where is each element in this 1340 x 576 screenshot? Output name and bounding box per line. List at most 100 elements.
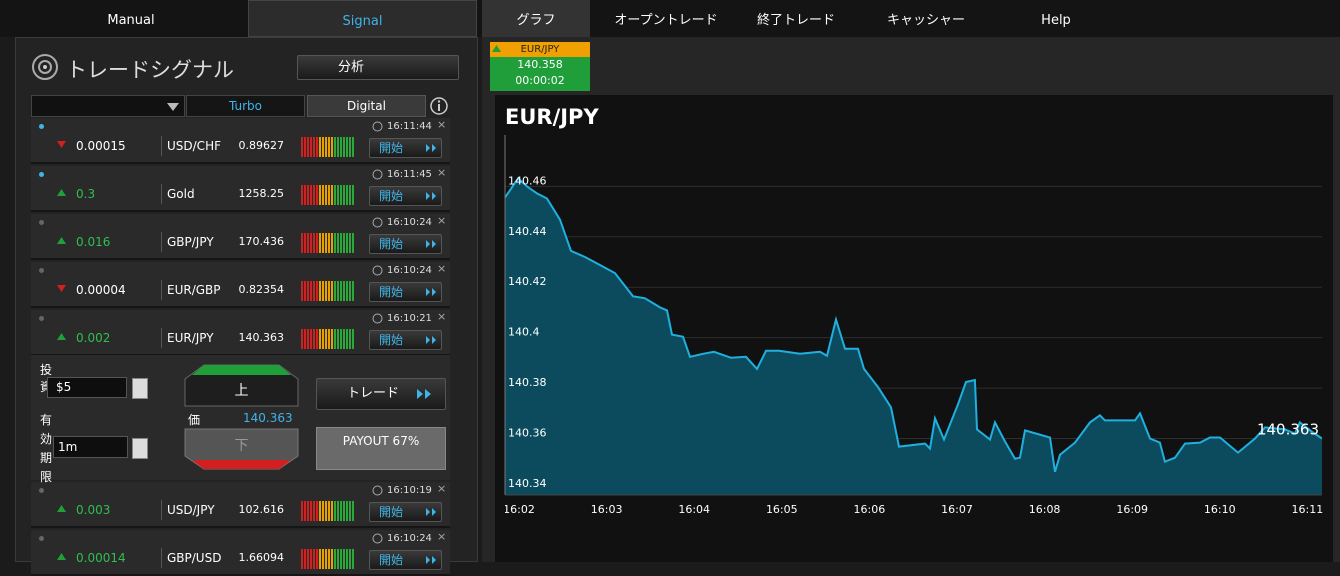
meter-bar	[340, 233, 342, 253]
start-button[interactable]: 開始	[369, 502, 442, 522]
y-tick-label: 140.34	[508, 477, 547, 490]
start-button[interactable]: 開始	[369, 282, 442, 302]
meter-bar	[319, 281, 321, 301]
panel-title: トレードシグナル	[66, 58, 234, 82]
clock-icon	[372, 265, 383, 276]
meter-bar	[304, 185, 306, 205]
meter-bar	[325, 549, 327, 569]
start-button[interactable]: 開始	[369, 330, 442, 350]
meter-bar	[316, 501, 318, 521]
change: 0.016	[76, 235, 111, 249]
arrow-shape	[426, 144, 436, 152]
meter-bar	[331, 549, 333, 569]
time: 16:10:24	[387, 217, 432, 228]
filter-tab[interactable]: Turbo	[186, 95, 305, 117]
arrow-shape	[57, 237, 66, 244]
line	[505, 176, 1322, 473]
plot	[505, 176, 1322, 496]
info-icon[interactable]	[429, 96, 449, 116]
meter-bar	[349, 137, 351, 157]
close[interactable]: ×	[437, 214, 447, 227]
meter-bar	[313, 137, 315, 157]
start-arrows	[426, 508, 436, 516]
y-tick-label: 140.38	[508, 376, 547, 389]
direction-arrow	[57, 553, 66, 560]
meter-bar	[349, 329, 351, 349]
nav-tab[interactable]: グラフ	[482, 0, 590, 37]
arrow-shape	[426, 240, 436, 248]
change: 0.00004	[76, 283, 126, 297]
nav-tab[interactable]: Signal	[248, 0, 477, 37]
chart: EUR/JPY 140.34 140.36 140.38 140.4 140.42 140…	[495, 95, 1333, 562]
amount-input[interactable]: $5	[47, 377, 127, 398]
direction-arrow	[57, 505, 66, 512]
amount-dropdown[interactable]	[132, 378, 148, 399]
up-button[interactable]: 上	[234, 383, 249, 399]
meter-bar	[334, 549, 336, 569]
close[interactable]: ×	[437, 482, 447, 495]
ticker-arrow	[492, 45, 501, 52]
analyze-button[interactable]: 分析	[297, 55, 459, 80]
start-arrows	[426, 556, 436, 564]
close[interactable]: ×	[437, 310, 447, 323]
y-tick-label: 140.36	[508, 427, 547, 440]
filter-select[interactable]	[31, 95, 185, 117]
start-arrows	[426, 288, 436, 296]
filter-tab[interactable]: Digital	[307, 95, 426, 117]
close[interactable]: ×	[437, 118, 447, 131]
start-button[interactable]: 開始	[369, 234, 442, 254]
close[interactable]: ×	[437, 166, 447, 179]
meter-bar	[352, 501, 354, 521]
price-label: 価	[188, 413, 201, 427]
meter-bar	[313, 329, 315, 349]
meter-bar	[316, 137, 318, 157]
signal-row: 0.00014 GBP/USD 1.66094 16:10:24 × 開始	[31, 530, 450, 576]
nav-tab[interactable]: 終了トレード	[756, 13, 835, 28]
meter-bar	[304, 501, 306, 521]
start-button[interactable]: 開始	[369, 138, 442, 158]
x-tick-label: 16:02	[503, 503, 535, 516]
strength-meter	[301, 501, 354, 521]
separator	[161, 136, 162, 156]
meter-bar	[325, 185, 327, 205]
meter-bar	[301, 185, 303, 205]
nav-tab[interactable]: キャッシャー	[886, 13, 965, 28]
expiry-input[interactable]: 1m	[53, 436, 128, 458]
x-tick-label: 16:10	[1204, 503, 1236, 516]
status-dot	[39, 268, 44, 273]
y-tick-label: 140.46	[508, 174, 547, 187]
start-arrows	[426, 336, 436, 344]
clock-face	[372, 217, 383, 228]
meter-bar	[349, 281, 351, 301]
pair: Gold	[167, 187, 195, 201]
meter-bar	[343, 549, 345, 569]
start-arrows	[426, 192, 436, 200]
clock-icon	[372, 121, 383, 132]
close[interactable]: ×	[437, 530, 447, 543]
nav-tab[interactable]: Manual	[107, 13, 155, 28]
start-button[interactable]: 開始	[369, 186, 442, 206]
meter-bar	[304, 281, 306, 301]
close[interactable]: ×	[437, 262, 447, 275]
meter-bar	[322, 281, 324, 301]
meter-bar	[304, 137, 306, 157]
nav-tab[interactable]: Help	[1041, 13, 1071, 28]
price: 102.616	[238, 503, 285, 516]
meter-bar	[304, 549, 306, 569]
meter-bar	[325, 137, 327, 157]
arrow-shape	[57, 285, 66, 292]
direction-arrow	[57, 333, 66, 340]
expiry-dropdown[interactable]	[132, 438, 148, 459]
nav-tab[interactable]: オープントレード	[614, 13, 718, 28]
separator	[161, 280, 162, 300]
down-button[interactable]: 下	[234, 438, 249, 454]
meter-bar	[346, 233, 348, 253]
signal-icon	[32, 54, 58, 80]
meter-bar	[334, 137, 336, 157]
meter-bar	[340, 185, 342, 205]
meter-bar	[334, 281, 336, 301]
x-tick-label: 16:11	[1292, 503, 1324, 516]
trade-button[interactable]: トレード	[316, 378, 446, 410]
price: 140.363	[238, 331, 285, 344]
meter-bar	[340, 281, 342, 301]
